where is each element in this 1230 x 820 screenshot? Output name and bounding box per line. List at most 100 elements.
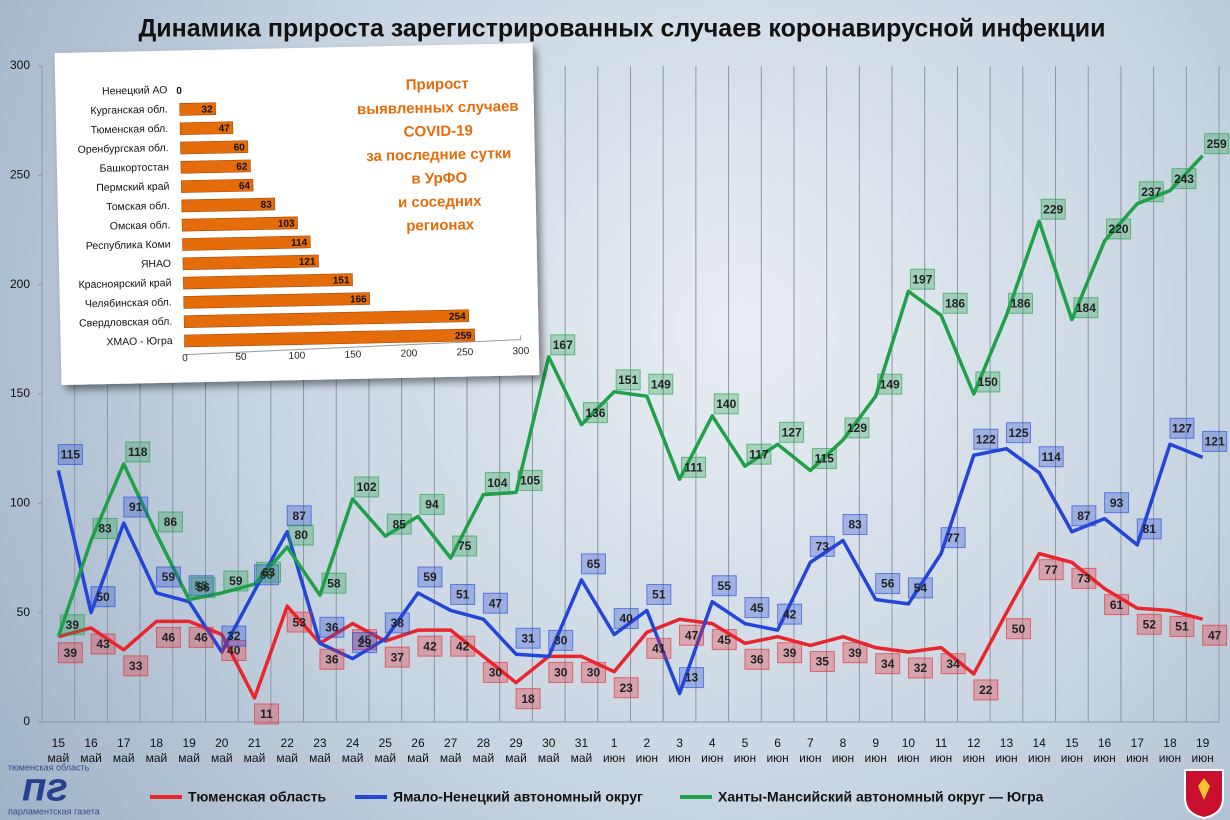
value-label: 23 [619,681,633,695]
value-label: 85 [393,517,407,531]
bar [180,159,251,174]
value-label: 36 [325,652,339,666]
x-tick-label: 30 май [537,736,560,765]
y-tick-label: 150 [10,386,30,400]
x-tick-label: 15 май [47,736,70,765]
value-label: 30 [554,666,568,680]
value-label-box [155,626,181,648]
value-label: 129 [847,421,867,435]
legend-label: Тюменская область [188,789,327,805]
value-label-box [319,648,345,670]
value-label: 46 [194,631,208,645]
x-tick-label: 14 июн [1028,736,1051,765]
value-label: 75 [458,539,472,553]
value-label-box [1136,613,1162,635]
annotation: Прирост [406,75,469,93]
value-label-box [286,505,312,527]
value-label-box [842,514,868,536]
y-tick-label: 50 [17,605,31,619]
value-label: 50 [1012,622,1026,636]
x-tick-label: 6 июн [766,736,789,765]
inset-panel [54,43,540,386]
x-tick-label: 20 май [210,736,233,765]
value-label: 51 [1175,620,1189,634]
value-label-box [844,417,870,439]
value-label-box [190,577,216,599]
bar [181,216,298,232]
value-label-box [384,612,410,634]
value-label: 61 [1110,598,1124,612]
value-label: 45 [718,633,732,647]
value-label: 60 [234,142,246,153]
value-label: 127 [1172,421,1192,435]
value-label-box [777,603,803,625]
bar [180,140,249,155]
y-tick-label: 250 [10,168,30,182]
value-label-box [254,703,280,725]
value-label-box [386,513,412,535]
y-tick-label: 100 [10,496,30,510]
bar [183,309,470,329]
value-label: 63 [262,565,276,579]
value-label: 34 [881,657,895,671]
value-label: 117 [749,447,769,461]
value-label-box [875,573,901,595]
value-label: 87 [293,509,307,523]
x-tick-label: 17 июн [1126,736,1149,765]
value-label-box [1040,198,1066,220]
y-tick-label: Красноярский край [78,277,171,291]
value-label: 151 [618,373,638,387]
value-label-box [744,648,770,670]
y-tick-label: Ненецкий АО [102,84,168,97]
bar [183,292,371,309]
x-tick-label: 23 май [309,736,331,765]
value-label: 91 [129,500,143,514]
chart-title: Динамика прироста зарегистрированных слу… [138,15,1105,43]
value-label-box [973,428,999,450]
bar [182,235,311,251]
value-label: 11 [260,707,273,721]
annotation: в УрФО [411,169,467,187]
bar [184,328,476,348]
value-label-box [648,373,674,395]
value-label: 58 [327,576,341,590]
value-label: 115 [815,452,835,466]
bar [179,121,234,136]
x-tick-label: 250 [456,347,473,358]
annotation: COVID-19 [404,122,474,140]
x-tick-label: 7 июн [799,736,822,765]
value-label-box [256,561,282,583]
value-label-box [450,583,476,605]
value-label-box [1136,518,1162,540]
value-label: 56 [881,577,895,591]
value-label-box [809,650,835,672]
value-label-box [188,626,214,648]
value-label-box [482,592,508,614]
value-label-box [1038,559,1064,581]
value-label: 34 [946,657,960,671]
x-tick-label: 300 [512,346,529,357]
value-label: 83 [98,522,112,536]
y-tick-label: Тюменская обл. [91,123,169,137]
value-label-box [744,597,770,619]
x-tick-label: 18 май [145,736,168,765]
y-tick-label: 200 [10,277,30,291]
value-label-box [157,511,183,533]
value-label-box [746,443,772,465]
value-label: 121 [1205,435,1225,449]
y-tick-label: ХМАО - Югра [106,335,173,348]
value-label: 93 [1110,496,1124,510]
value-label-box [811,448,837,470]
x-axis [184,339,521,356]
value-label: 121 [299,257,316,268]
bar [182,273,353,290]
value-label-box [1038,446,1064,468]
value-label: 41 [652,642,666,656]
value-label: 59 [229,574,243,588]
value-label-box [613,608,639,630]
value-label: 45 [358,633,372,647]
value-label: 83 [848,518,862,532]
value-label: 30 [587,666,601,680]
